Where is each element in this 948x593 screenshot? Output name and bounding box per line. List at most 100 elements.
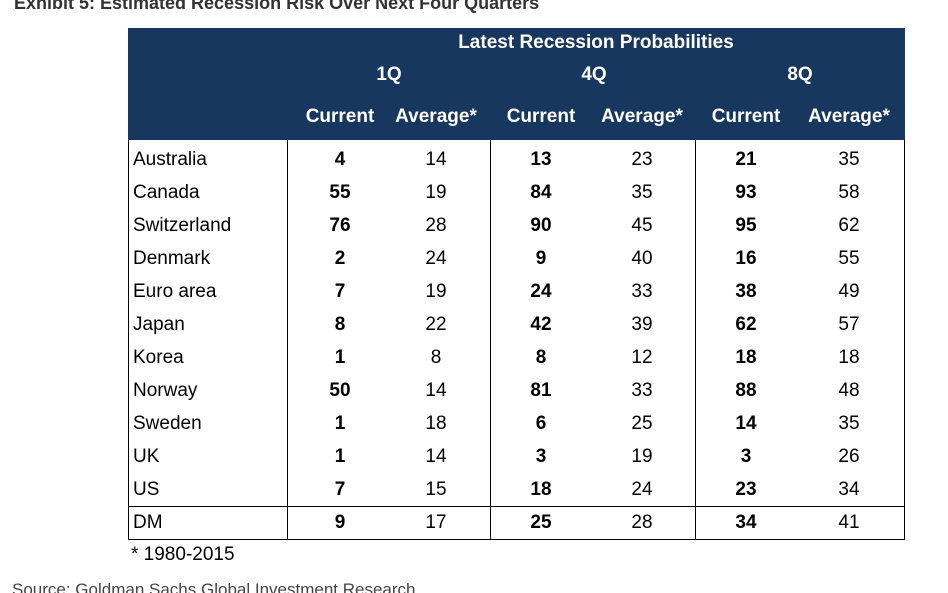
column-header: Average*: [601, 106, 683, 127]
cell: 8: [334, 314, 346, 335]
column-header: Current: [506, 106, 576, 127]
cell: 41: [838, 512, 860, 533]
cell: 17: [425, 512, 447, 533]
cell: 38: [735, 281, 757, 302]
cell: 55: [838, 248, 860, 269]
cell: 18: [530, 479, 552, 500]
cell: 57: [838, 314, 860, 335]
cell: 4: [334, 149, 346, 170]
rule: [287, 140, 288, 540]
cell: 8: [430, 347, 442, 368]
cell: 55: [329, 182, 351, 203]
table-header: [128, 28, 905, 140]
cell: 49: [838, 281, 860, 302]
cell: 90: [530, 215, 552, 236]
rule: [904, 140, 905, 540]
cell: 39: [631, 314, 653, 335]
cell: 7: [334, 281, 346, 302]
cell: 62: [838, 215, 860, 236]
row-label: DM: [133, 512, 163, 533]
cell: 13: [530, 149, 552, 170]
group-header: 4Q: [581, 64, 607, 85]
cell: 14: [425, 446, 447, 467]
cell: 3: [740, 446, 752, 467]
group-header: 8Q: [787, 64, 813, 85]
cell: 22: [425, 314, 447, 335]
cell: 95: [735, 215, 757, 236]
cell: 33: [631, 281, 653, 302]
row-label: Australia: [133, 149, 207, 170]
cell: 2: [334, 248, 346, 269]
exhibit-title: Exhibit 5: Estimated Recession Risk Over…: [14, 0, 540, 13]
cell: 45: [631, 215, 653, 236]
cell: 3: [535, 446, 547, 467]
cell: 24: [530, 281, 552, 302]
cell: 19: [425, 182, 447, 203]
cell: 33: [631, 380, 653, 401]
cell: 81: [530, 380, 552, 401]
rule: [490, 140, 491, 540]
cell: 93: [735, 182, 757, 203]
cell: 58: [838, 182, 860, 203]
cell: 42: [530, 314, 552, 335]
row-label: Euro area: [133, 281, 217, 302]
cell: 35: [631, 182, 653, 203]
row-label: UK: [133, 446, 160, 467]
column-header: Current: [711, 106, 781, 127]
cell: 28: [631, 512, 653, 533]
cell: 25: [530, 512, 552, 533]
cell: 19: [631, 446, 653, 467]
row-label: Japan: [133, 314, 185, 335]
cell: 88: [735, 380, 757, 401]
cell: 50: [329, 380, 351, 401]
cell: 6: [535, 413, 547, 434]
header-title: Latest Recession Probabilities: [458, 32, 734, 53]
cell: 9: [334, 512, 346, 533]
row-label: Switzerland: [133, 215, 232, 236]
cell: 15: [425, 479, 447, 500]
cell: 23: [631, 149, 653, 170]
cell: 1: [334, 347, 346, 368]
cell: 16: [735, 248, 757, 269]
cell: 34: [735, 512, 757, 533]
source: Source: Goldman Sachs Global Investment …: [12, 580, 416, 593]
cell: 18: [838, 347, 860, 368]
cell: 14: [425, 380, 447, 401]
cell: 24: [425, 248, 447, 269]
cell: 21: [735, 149, 757, 170]
cell: 8: [535, 347, 547, 368]
row-label: Denmark: [133, 248, 211, 269]
row-label: Canada: [133, 182, 200, 203]
group-header: 1Q: [376, 64, 402, 85]
rule: [128, 140, 129, 540]
cell: 84: [530, 182, 552, 203]
cell: 26: [838, 446, 860, 467]
column-header: Current: [305, 106, 375, 127]
cell: 7: [334, 479, 346, 500]
footnote: * 1980-2015: [131, 544, 235, 565]
rule: [128, 539, 905, 540]
cell: 23: [735, 479, 757, 500]
cell: 40: [631, 248, 653, 269]
row-label: US: [133, 479, 160, 500]
rule: [128, 506, 905, 507]
cell: 62: [735, 314, 757, 335]
cell: 12: [631, 347, 653, 368]
cell: 1: [334, 413, 346, 434]
cell: 76: [329, 215, 351, 236]
cell: 14: [425, 149, 447, 170]
column-header: Average*: [808, 106, 890, 127]
cell: 19: [425, 281, 447, 302]
cell: 18: [425, 413, 447, 434]
cell: 25: [631, 413, 653, 434]
cell: 34: [838, 479, 860, 500]
cell: 9: [535, 248, 547, 269]
cell: 1: [334, 446, 346, 467]
row-label: Sweden: [133, 413, 202, 434]
cell: 35: [838, 149, 860, 170]
cell: 48: [838, 380, 860, 401]
cell: 24: [631, 479, 653, 500]
row-label: Norway: [133, 380, 198, 401]
cell: 14: [735, 413, 757, 434]
